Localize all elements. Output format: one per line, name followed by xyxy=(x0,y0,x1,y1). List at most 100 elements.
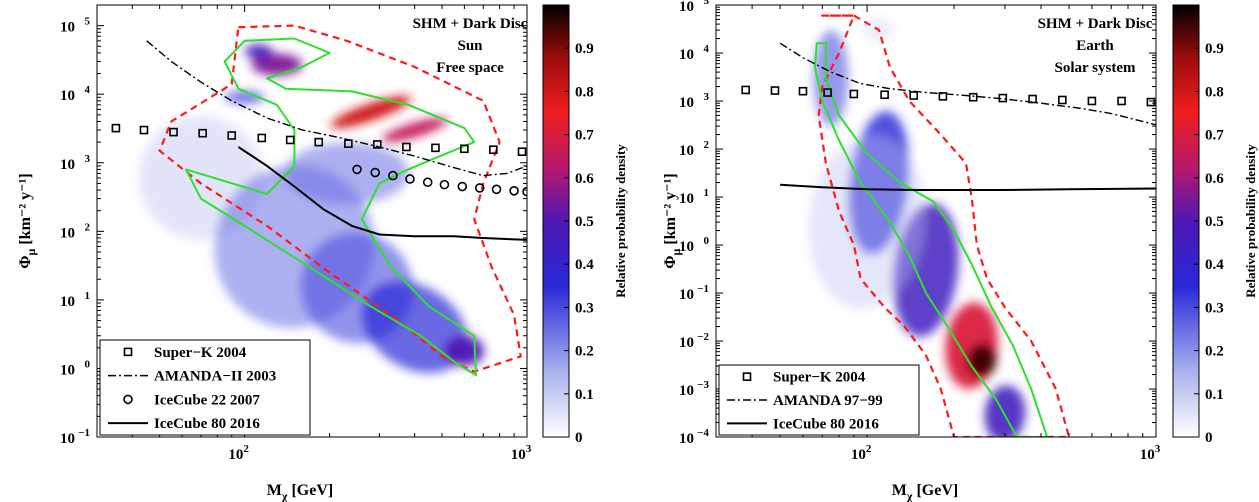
colorbar-tick-label: 0.6 xyxy=(575,171,594,187)
annotation-line: SHM + Dark Disc xyxy=(413,16,528,32)
colorbar-tick-label: 0.3 xyxy=(575,300,594,316)
legend-label: IceCube 80 2016 xyxy=(154,416,260,432)
icecube80-line xyxy=(780,183,1156,191)
y-tick-label: 10 −2 xyxy=(679,331,709,351)
colorbar-tick-label: 0.7 xyxy=(1205,128,1224,144)
superk-marker xyxy=(111,123,121,133)
y-axis-label: Φμ [km⁻² y⁻¹] xyxy=(662,173,683,268)
superk-marker xyxy=(460,144,469,154)
icecube22-marker xyxy=(439,179,450,190)
y-tick-label: 10 1 xyxy=(60,290,90,310)
superk-marker xyxy=(823,88,832,97)
legend-label: AMANDA 97−99 xyxy=(773,393,883,409)
icecube22-marker xyxy=(457,181,468,192)
legend: Super−K 2004 AMANDA 97−99 IceCube 80 2016 xyxy=(718,364,920,436)
density-blob xyxy=(361,281,468,374)
superk-marker xyxy=(431,143,440,153)
icecube22-marker xyxy=(405,174,415,184)
y-tick-label: 10 −1 xyxy=(60,427,90,447)
colorbar-tick-label: 0.3 xyxy=(1205,300,1224,316)
superk-marker xyxy=(139,125,149,135)
superk-marker xyxy=(938,92,948,101)
colorbar-tick-label: 0.2 xyxy=(575,344,594,360)
axes-frame xyxy=(715,4,1157,438)
contour-68-percent xyxy=(185,37,477,377)
contour-68-percent xyxy=(813,42,1049,437)
superk-marker xyxy=(1146,97,1156,107)
superk-marker xyxy=(227,131,237,140)
icecube22-marker xyxy=(370,167,381,178)
contours xyxy=(813,14,1071,437)
density-blob xyxy=(244,44,273,59)
amanda-line xyxy=(779,42,1156,126)
colorbar-tick-label: 0 xyxy=(575,430,583,446)
superk-marker xyxy=(880,90,889,100)
contour-95-percent xyxy=(817,14,1071,437)
colorbar-tick-label: 0 xyxy=(1205,430,1213,446)
colorbar-label: Relative probability density xyxy=(1243,144,1258,298)
superk-marker xyxy=(770,86,780,95)
y-tick-label: 10 3 xyxy=(679,91,710,111)
superk-marker xyxy=(968,92,978,102)
annotation-line: Sun xyxy=(457,38,483,54)
x-tick-label: 103 xyxy=(511,443,532,463)
y-tick-label: 10 −1 xyxy=(679,283,709,303)
colorbar-tick-label: 0.9 xyxy=(1205,41,1224,57)
legend-symbol-square xyxy=(742,372,752,381)
x-axis-label: Mχ [GeV] xyxy=(267,482,333,502)
annotation-line: Free space xyxy=(436,60,504,76)
density-blob xyxy=(330,95,411,129)
colorbar-tick-label: 0.9 xyxy=(575,41,594,57)
colorbar-tick-label: 0.1 xyxy=(575,387,594,403)
icecube22-marker xyxy=(522,186,527,197)
superk-marker xyxy=(909,91,918,100)
y-tick-label: 10 2 xyxy=(60,221,91,241)
icecube22-marker xyxy=(491,184,502,195)
icecube22-marker xyxy=(509,185,519,196)
superk-marker xyxy=(169,127,178,137)
superk-marker xyxy=(741,85,750,95)
colorbar-tick-label: 0.8 xyxy=(1205,84,1224,100)
x-tick-label: 102 xyxy=(228,443,249,463)
superk-marker xyxy=(257,133,267,143)
legend: Super−K 2004 AMANDA−II 2003 IceCube 22 200… xyxy=(99,339,311,436)
colorbar-tick-label: 0.5 xyxy=(1205,214,1224,230)
superk-marker xyxy=(402,142,411,152)
y-tick-label: 10 5 xyxy=(60,16,91,36)
y-tick-label: 10 4 xyxy=(60,84,91,104)
colorbar-tick-label: 0.1 xyxy=(1205,387,1224,403)
colorbar-tick-label: 0.6 xyxy=(1205,171,1224,187)
legend-symbol-square xyxy=(123,347,133,357)
superk-marker xyxy=(314,137,324,147)
y-tick-label: 10 0 xyxy=(60,358,91,378)
contours xyxy=(158,24,522,377)
icecube22-marker xyxy=(474,183,485,193)
limit-series xyxy=(741,42,1156,191)
y-axis-label: Φμ [km⁻² y⁻¹] xyxy=(17,173,38,268)
legend-symbol-circle xyxy=(123,394,133,405)
y-tick-label: 10 −4 xyxy=(679,427,709,447)
density-blob xyxy=(224,91,265,104)
y-tick-label: 10 2 xyxy=(679,139,710,159)
annotation-line: Solar system xyxy=(1055,60,1136,76)
x-tick-label: 102 xyxy=(851,443,872,463)
density-blob xyxy=(382,118,448,142)
ticks xyxy=(96,4,528,438)
legend-box xyxy=(99,339,311,436)
superk-marker xyxy=(849,89,859,99)
legend-label: IceCube 80 2016 xyxy=(773,416,879,432)
y-tick-label: 10 0 xyxy=(679,235,710,255)
y-tick-label: 10 −3 xyxy=(679,379,709,399)
icecube22-marker xyxy=(422,177,433,188)
superk-marker xyxy=(1058,95,1067,105)
x-tick-label: 103 xyxy=(1140,443,1161,463)
colorbar-tick-label: 0.7 xyxy=(575,128,594,144)
axes-frame xyxy=(96,4,528,438)
superk-marker xyxy=(198,128,207,138)
legend-label: IceCube 22 2007 xyxy=(154,392,260,408)
x-axis-label: Mχ [GeV] xyxy=(892,482,958,502)
annotation-line: SHM + Dark Disc xyxy=(1038,16,1153,32)
colorbar-label: Relative probability density xyxy=(613,144,628,298)
y-tick-label: 10 4 xyxy=(679,43,710,63)
